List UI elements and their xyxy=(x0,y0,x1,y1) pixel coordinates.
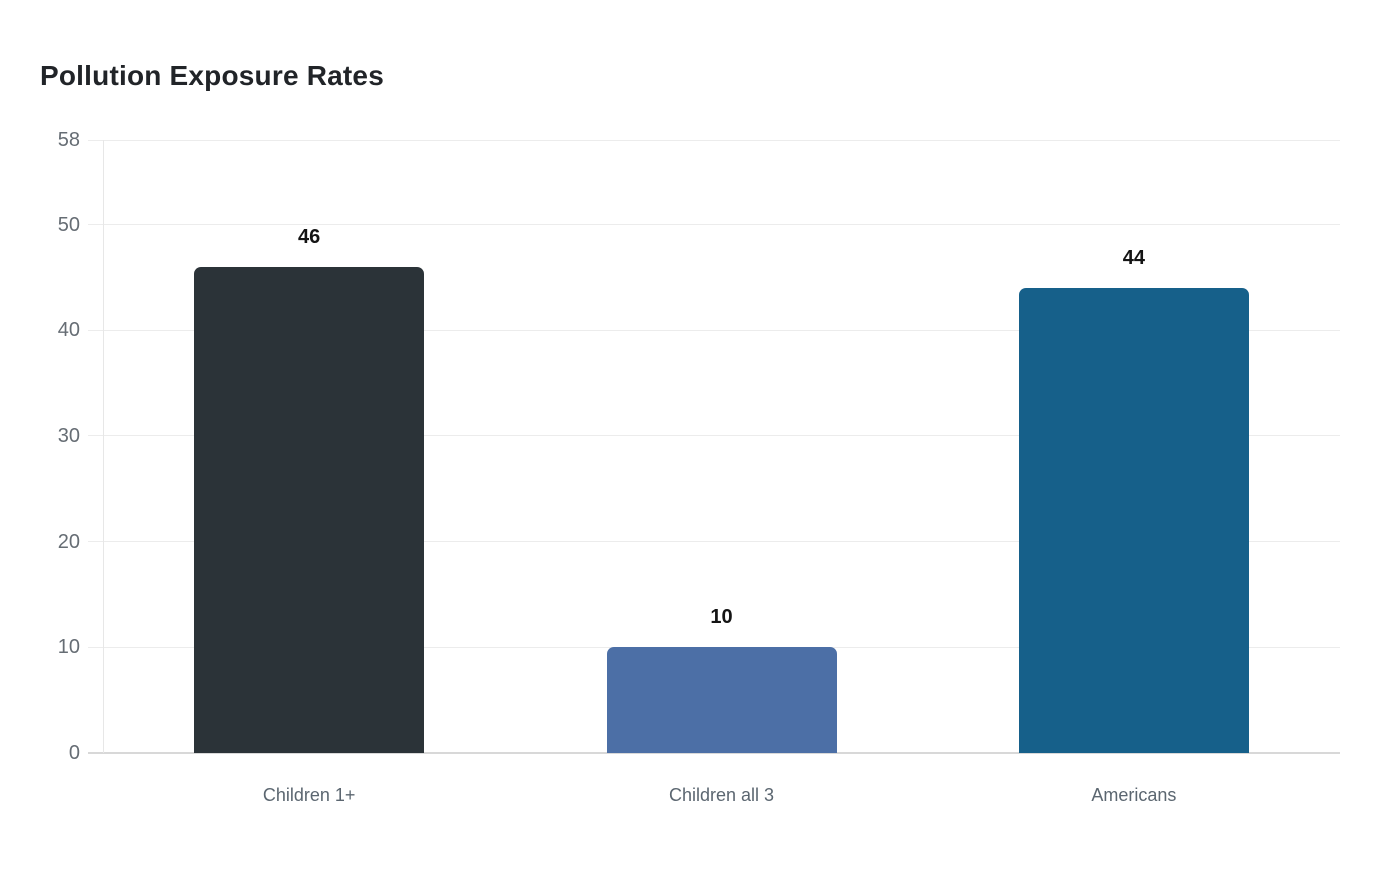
bar-value-label: 46 xyxy=(298,225,321,248)
x-category-label: Children all 3 xyxy=(668,785,775,805)
bar-value-label: 10 xyxy=(710,606,733,629)
y-tick-label: 20 xyxy=(57,530,80,553)
gridline xyxy=(88,224,1340,226)
y-tick-label: 30 xyxy=(57,424,80,447)
y-tick-label: 58 xyxy=(57,129,80,151)
y-tick-label: 0 xyxy=(68,742,80,764)
gridline xyxy=(88,329,1340,331)
bar-children-all-3 xyxy=(606,647,837,753)
x-axis-baseline xyxy=(88,752,1340,754)
x-category-label: Americans xyxy=(1091,785,1177,805)
gridline xyxy=(88,435,1340,437)
y-tick-label: 40 xyxy=(57,319,80,342)
gridline xyxy=(88,139,1340,141)
bar-children-1 xyxy=(194,266,425,753)
x-category-label: Children 1+ xyxy=(262,785,356,805)
bar-americans xyxy=(1018,287,1249,753)
y-tick-label: 50 xyxy=(57,213,80,236)
chart-title: Pollution Exposure Rates xyxy=(40,60,384,91)
y-tick-label: 10 xyxy=(57,636,80,659)
y-axis-line xyxy=(103,140,104,753)
gridline xyxy=(88,541,1340,543)
bar-value-label: 44 xyxy=(1122,246,1145,269)
